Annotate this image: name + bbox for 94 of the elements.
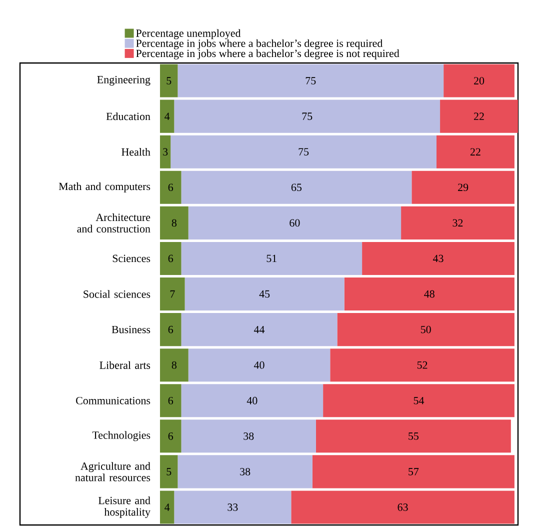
data-label: 65 [291, 184, 302, 192]
y-tick-label: Technologies [92, 431, 150, 442]
data-label: 75 [302, 112, 312, 120]
bar [174, 490, 292, 524]
data-label: 60 [290, 219, 300, 227]
bar [181, 384, 324, 418]
bar [181, 313, 338, 346]
bar [362, 242, 514, 275]
bar [181, 420, 316, 453]
bar [337, 313, 514, 346]
bar [178, 455, 312, 488]
data-label: 75 [306, 77, 316, 84]
bar [436, 135, 514, 168]
bar [160, 100, 174, 133]
bar [160, 64, 178, 98]
data-label: 44 [254, 326, 265, 334]
data-label: 33 [228, 504, 238, 511]
y-tick-label: Social sciences [84, 290, 150, 298]
legend-label: Percentage unemployed [136, 29, 241, 40]
data-label: 48 [424, 290, 434, 298]
data-label: 52 [417, 361, 428, 369]
data-label: 6 [168, 184, 174, 192]
bar [188, 206, 402, 240]
y-tick-label: Engineering [97, 76, 150, 86]
data-label: 5 [166, 468, 172, 476]
bar [316, 420, 511, 453]
data-label: 3 [163, 148, 168, 156]
bar [181, 242, 362, 275]
bar [344, 277, 514, 311]
bar [160, 313, 182, 346]
y-tick-label: Liberal arts [100, 361, 150, 369]
y-tick-label: Communications [76, 396, 150, 404]
legend-label: Percentage in jobs where a bachelor’s degree is required [136, 39, 383, 50]
data-label: 20 [474, 77, 484, 84]
data-label: 54 [414, 396, 424, 404]
y-tick-label: Business [112, 326, 150, 334]
bar [440, 100, 518, 133]
data-label: 7 [170, 290, 175, 298]
data-label: 22 [474, 112, 484, 120]
data-label: 40 [246, 396, 258, 404]
data-label: 55 [408, 432, 418, 440]
data-label: 6 [168, 432, 174, 440]
y-tick-label: Architecture and construction [77, 213, 150, 233]
bar [170, 135, 436, 168]
bar [178, 64, 444, 98]
data-label: 51 [266, 254, 276, 262]
data-label: 43 [432, 254, 444, 262]
bar [160, 348, 188, 382]
legend-label: Percentage in jobs where a bachelor’s degree is not required [136, 49, 400, 60]
bar [160, 384, 182, 418]
data-label: 38 [244, 432, 254, 440]
data-label: 32 [452, 219, 463, 227]
data-label: 4 [164, 504, 170, 511]
bar [160, 420, 182, 453]
data-label: 6 [168, 396, 174, 404]
y-tick-label: Math and computers [58, 182, 150, 192]
data-label: 75 [298, 148, 309, 156]
y-tick-label: Education [106, 112, 150, 120]
bar [323, 384, 514, 418]
y-tick-label: Agriculture and natural resources [75, 462, 150, 482]
bar [312, 455, 514, 488]
data-label: 8 [172, 361, 177, 369]
bar [160, 242, 182, 275]
bar [160, 135, 171, 168]
bar [401, 206, 514, 240]
data-label: 6 [168, 326, 174, 334]
bar [444, 64, 514, 98]
y-tick-label: Health [122, 148, 150, 156]
bar [160, 277, 185, 311]
data-label: 6 [168, 254, 174, 262]
data-label: 22 [470, 148, 480, 156]
data-label: 5 [166, 77, 172, 84]
data-label: 57 [408, 468, 419, 476]
data-label: 38 [240, 468, 250, 476]
data-label: 8 [172, 219, 177, 227]
bar [412, 170, 514, 204]
data-label: 63 [398, 504, 408, 511]
bar [291, 490, 514, 524]
bar [160, 490, 174, 524]
bar [160, 455, 178, 488]
bar [184, 277, 344, 311]
y-tick-label: Leisure and hospitality [98, 496, 150, 518]
bar [181, 170, 412, 204]
bar [188, 348, 330, 382]
data-label: 40 [254, 361, 264, 369]
bar [160, 170, 182, 204]
bar [174, 100, 440, 133]
bar [160, 206, 188, 240]
y-tick-label: Sciences [112, 254, 150, 262]
data-label: 45 [259, 290, 270, 298]
bar [330, 348, 514, 382]
data-label: 50 [421, 326, 431, 334]
data-label: 4 [164, 112, 170, 120]
data-label: 29 [458, 184, 468, 192]
